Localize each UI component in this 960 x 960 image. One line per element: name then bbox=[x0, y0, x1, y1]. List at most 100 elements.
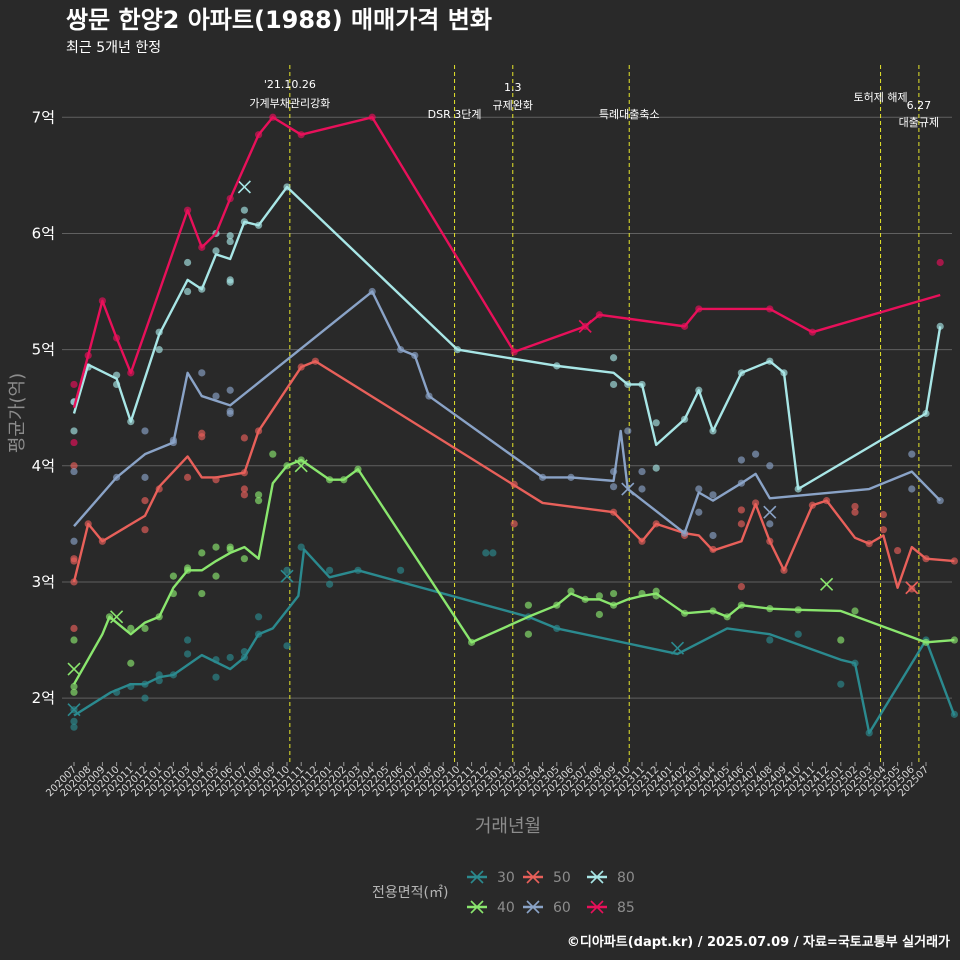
data-point bbox=[269, 450, 277, 458]
series-line-50 bbox=[72, 360, 955, 589]
data-point bbox=[879, 526, 888, 534]
data-point bbox=[638, 467, 646, 476]
data-point bbox=[212, 572, 220, 580]
data-point bbox=[255, 613, 263, 621]
data-point bbox=[610, 354, 618, 362]
data-point bbox=[184, 287, 192, 296]
data-point bbox=[794, 630, 802, 638]
data-point bbox=[595, 610, 604, 619]
legend-item-50: 50 bbox=[523, 870, 571, 886]
event-label: 가계부채관리강화 bbox=[249, 97, 330, 110]
legend-item-30: 30 bbox=[467, 870, 515, 886]
event-label: 대출규제 bbox=[899, 116, 939, 129]
data-point bbox=[652, 419, 660, 427]
y-tick-label: 5억 bbox=[32, 341, 55, 359]
cross-marker-b bbox=[578, 319, 592, 333]
data-point bbox=[226, 407, 234, 415]
data-point bbox=[766, 636, 774, 644]
data-point bbox=[652, 464, 660, 472]
data-series bbox=[67, 113, 959, 737]
data-point bbox=[141, 526, 149, 534]
data-point bbox=[226, 278, 234, 286]
x-axis-ticks: 2020072020082020092020102020112020122021… bbox=[44, 762, 931, 799]
data-point bbox=[198, 369, 206, 377]
data-point bbox=[851, 508, 859, 516]
data-point bbox=[510, 520, 518, 528]
data-point bbox=[240, 434, 248, 442]
data-point bbox=[212, 543, 220, 551]
y-axis-ticks: 2억 3억 4억 5억 6억 7억 bbox=[32, 108, 55, 707]
data-point bbox=[638, 485, 646, 493]
data-point bbox=[141, 427, 149, 435]
data-point bbox=[737, 582, 746, 591]
legend-item-80: 80 bbox=[587, 870, 635, 886]
data-point bbox=[70, 537, 78, 545]
data-point bbox=[709, 491, 717, 499]
data-point bbox=[70, 555, 78, 563]
data-point bbox=[766, 462, 774, 470]
cross-marker-b bbox=[470, 870, 484, 884]
cross-marker-b bbox=[670, 641, 685, 655]
legend-item-40: 40 bbox=[467, 900, 515, 916]
legend: 전용면적(㎡) 30 40 50 60 80 85 bbox=[372, 870, 635, 916]
data-point bbox=[198, 429, 206, 437]
data-point bbox=[489, 549, 497, 557]
data-point bbox=[240, 485, 248, 493]
data-point bbox=[70, 717, 78, 725]
data-point bbox=[851, 607, 859, 615]
data-point bbox=[766, 520, 774, 528]
data-point bbox=[226, 237, 234, 246]
cross-marker-b bbox=[67, 662, 81, 676]
data-point bbox=[695, 485, 703, 493]
data-point bbox=[908, 585, 916, 593]
event-label: DSR 3단계 bbox=[428, 108, 482, 121]
data-point bbox=[226, 232, 234, 240]
cross-marker-b bbox=[110, 610, 124, 624]
data-point bbox=[737, 506, 746, 514]
cross-marker-b bbox=[590, 870, 604, 884]
legend-label: 40 bbox=[497, 900, 515, 916]
data-point bbox=[936, 258, 944, 267]
data-point bbox=[837, 636, 845, 644]
cross-marker-b bbox=[470, 900, 484, 914]
data-point bbox=[184, 473, 192, 481]
data-point bbox=[950, 557, 959, 565]
cross-marker-b bbox=[820, 577, 834, 591]
y-tick-label: 7억 bbox=[32, 108, 55, 126]
data-point bbox=[610, 483, 618, 491]
data-point bbox=[908, 485, 916, 493]
data-point bbox=[610, 380, 618, 389]
series-line-60 bbox=[73, 290, 942, 535]
series-line-85 bbox=[72, 116, 941, 409]
data-point bbox=[226, 386, 234, 394]
data-point bbox=[482, 549, 490, 557]
series-60 bbox=[70, 287, 944, 545]
data-point bbox=[141, 497, 149, 505]
data-point bbox=[240, 491, 248, 499]
y-tick-label: 6억 bbox=[32, 224, 55, 242]
data-point bbox=[141, 624, 149, 633]
data-point bbox=[169, 572, 177, 580]
data-point bbox=[240, 206, 248, 214]
event-label: '21.10.26 bbox=[264, 78, 316, 91]
data-point bbox=[255, 491, 263, 499]
chart-title: 쌍문 한양2 아파트(1988) 매매가격 변화 bbox=[66, 6, 492, 34]
data-point bbox=[752, 450, 760, 458]
data-point bbox=[709, 531, 717, 540]
data-point bbox=[894, 546, 902, 555]
cross-marker-b bbox=[621, 482, 635, 496]
data-point bbox=[70, 462, 78, 470]
data-point bbox=[141, 694, 149, 702]
cross-marker-b bbox=[67, 703, 81, 717]
data-point bbox=[326, 566, 334, 574]
series-line-30 bbox=[73, 548, 956, 735]
series-line-40 bbox=[72, 458, 955, 685]
data-point bbox=[226, 653, 234, 662]
data-point bbox=[70, 636, 78, 644]
cross-marker-b bbox=[280, 569, 294, 583]
legend-label: 80 bbox=[617, 870, 635, 886]
legend-item-85: 85 bbox=[587, 900, 635, 916]
data-point bbox=[397, 566, 405, 574]
cross-marker-b bbox=[590, 900, 604, 914]
